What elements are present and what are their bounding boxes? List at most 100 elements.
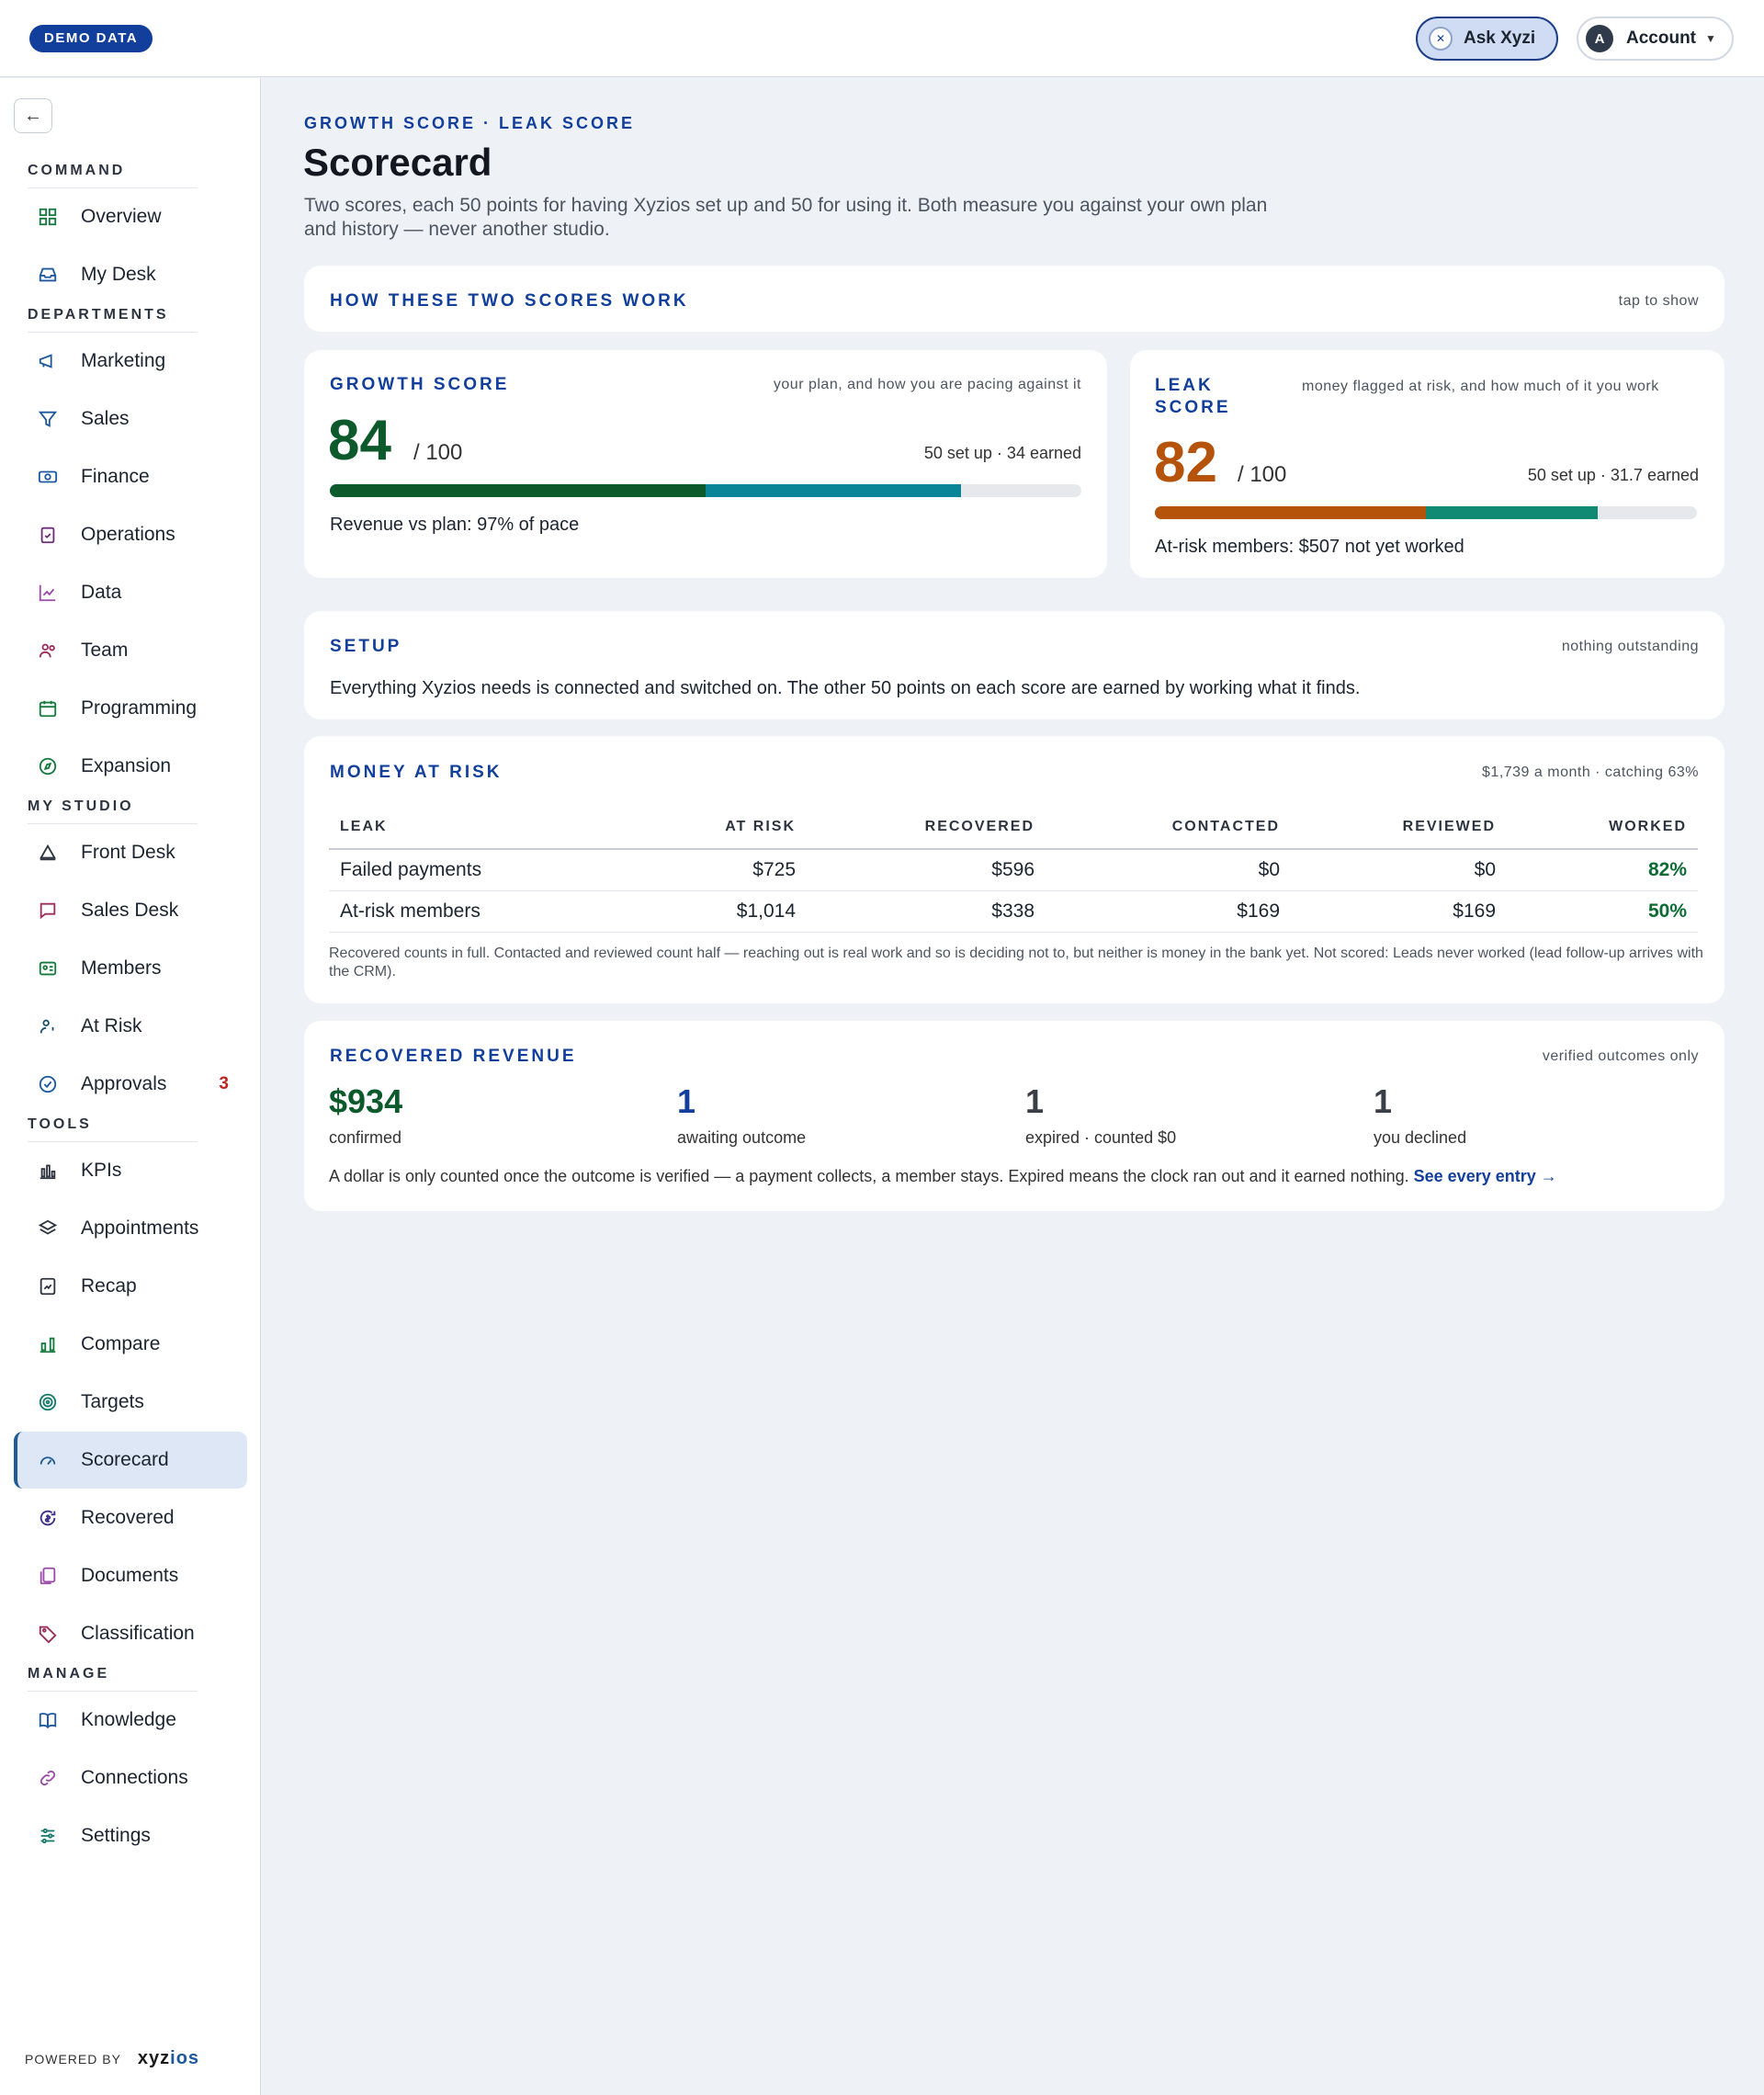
caret-down-icon: ▼ (1705, 32, 1716, 45)
sidebar-item-connections[interactable]: Connections (14, 1750, 247, 1806)
recovered-revenue-card: RECOVERED REVENUE verified outcomes only (304, 1021, 1724, 1211)
sidebar-item-overview[interactable]: Overview (14, 188, 247, 245)
column-header: RECOVERED (807, 805, 1046, 850)
layers-icon (37, 1217, 59, 1240)
leak-score-value: 82 (1154, 431, 1217, 494)
xyzios-logo: xyzios (137, 2048, 200, 2068)
id-card-icon (37, 957, 59, 980)
target-icon (37, 1391, 59, 1413)
leak-name-cell: At-risk members (329, 890, 641, 933)
sidebar-item-knowledge[interactable]: Knowledge (14, 1692, 247, 1749)
awaiting-label: awaiting outcome (677, 1128, 807, 1147)
recovered-revenue-note: verified outcomes only (1542, 1048, 1699, 1064)
growth-score-card: GROWTH SCORE your plan, and how you are … (304, 350, 1107, 578)
sidebar-item-label: KPIs (81, 1160, 122, 1181)
sidebar-item-scorecard[interactable]: Scorecard (14, 1432, 247, 1489)
sidebar-item-label: Members (81, 957, 162, 979)
sidebar-item-label: Overview (81, 206, 162, 227)
link-icon (37, 1767, 59, 1789)
sidebar-item-approvals[interactable]: Approvals 3 (14, 1056, 247, 1113)
account-menu-button[interactable]: A Account ▼ (1577, 17, 1734, 61)
sidebar-item-label: Documents (81, 1565, 179, 1586)
growth-score-max: / 100 (413, 440, 463, 465)
sidebar-item-team[interactable]: Team (14, 622, 247, 679)
page-subtitle: Two scores, each 50 points for having Xy… (304, 195, 1268, 240)
reviewed-cell: $0 (1291, 849, 1507, 891)
sidebar-item-label: My Desk (81, 264, 156, 285)
documents-icon (37, 1565, 59, 1587)
expired-label: expired · counted $0 (1025, 1128, 1177, 1147)
growth-earned-segment (706, 484, 962, 497)
sidebar-item-programming[interactable]: Programming (14, 680, 247, 737)
funnel-icon (37, 408, 59, 430)
sidebar-item-kpis[interactable]: KPIs (14, 1142, 247, 1199)
sidebar-item-sales[interactable]: Sales (14, 391, 247, 447)
column-header: CONTACTED (1046, 805, 1291, 850)
growth-score-note: your plan, and how you are pacing agains… (773, 377, 1081, 392)
leak-score-breakdown: 50 set up · 31.7 earned (1527, 466, 1699, 484)
sidebar-item-sales-desk[interactable]: Sales Desk (14, 882, 247, 939)
sidebar-item-compare[interactable]: Compare (14, 1316, 247, 1373)
bell-icon (37, 842, 59, 864)
leak-setup-segment (1155, 506, 1426, 519)
sidebar-item-targets[interactable]: Targets (14, 1374, 247, 1431)
sidebar-item-documents[interactable]: Documents (14, 1547, 247, 1604)
sidebar-item-label: Knowledge (81, 1709, 176, 1730)
sidebar: ← COMMAND Overview My Desk DEPARTMENTS Marke… (0, 78, 261, 2095)
arrow-left-icon: ← (24, 105, 42, 126)
collapse-sidebar-button[interactable]: ← (14, 98, 52, 133)
sidebar-item-recap[interactable]: Recap (14, 1258, 247, 1315)
worked-cell: 82% (1507, 849, 1698, 891)
sidebar-item-settings[interactable]: Settings (14, 1807, 247, 1864)
leak-score-card: LEAK SCORE money flagged at risk, and ho… (1130, 350, 1724, 578)
sidebar-item-operations[interactable]: Operations (14, 506, 247, 563)
sidebar-item-label: Compare (81, 1333, 161, 1354)
approvals-count-badge: 3 (219, 1074, 229, 1093)
tap-to-show-toggle[interactable]: tap to show (1618, 293, 1699, 309)
ask-xyzi-button[interactable]: ✕ Ask Xyzi (1416, 17, 1558, 61)
sidebar-item-expansion[interactable]: Expansion (14, 738, 247, 795)
money-at-risk-footnote: Recovered counts in full. Contacted and … (329, 946, 1703, 980)
column-header: LEAK (329, 805, 641, 850)
growth-score-bar (330, 484, 1081, 497)
sidebar-item-my-desk[interactable]: My Desk (14, 246, 247, 303)
contacted-cell: $169 (1046, 890, 1291, 933)
sidebar-item-finance[interactable]: Finance (14, 448, 247, 505)
sidebar-item-label: Recovered (81, 1507, 175, 1528)
see-every-entry-link[interactable]: See every entry → (1413, 1167, 1557, 1185)
worked-cell: 50% (1507, 890, 1698, 933)
sidebar-item-classification[interactable]: Classification (14, 1605, 247, 1662)
growth-score-breakdown: 50 set up · 34 earned (923, 444, 1081, 462)
tag-icon (37, 1623, 59, 1645)
dollar-refresh-icon (37, 1507, 59, 1529)
column-header: AT RISK (641, 805, 807, 850)
leak-score-detail: At-risk members: $507 not yet worked (1155, 537, 1464, 557)
leak-name-cell: Failed payments (329, 849, 641, 891)
nav-section-heading: COMMAND (28, 163, 198, 188)
sidebar-item-label: Sales Desk (81, 900, 179, 921)
nav-section-heading: MANAGE (28, 1666, 198, 1692)
how-scores-work-panel[interactable]: HOW THESE TWO SCORES WORK tap to show (304, 266, 1724, 332)
sidebar-item-label: Recap (81, 1275, 137, 1297)
reviewed-cell: $169 (1291, 890, 1507, 933)
sidebar-item-marketing[interactable]: Marketing (14, 333, 247, 390)
sidebar-item-recovered[interactable]: Recovered (14, 1489, 247, 1546)
line-chart-icon (37, 582, 59, 604)
sidebar-item-at-risk[interactable]: At Risk (14, 998, 247, 1055)
inbox-icon (37, 264, 59, 286)
declined-label: you declined (1374, 1128, 1467, 1147)
sidebar-item-appointments[interactable]: Appointments (14, 1200, 247, 1257)
calendar-icon (37, 697, 59, 719)
compass-icon (37, 755, 59, 777)
recovered-cell: $338 (807, 890, 1046, 933)
sidebar-item-label: Data (81, 582, 122, 603)
leak-earned-segment (1426, 506, 1599, 519)
confirmed-value: $934 (329, 1082, 403, 1120)
sidebar-item-label: Connections (81, 1767, 188, 1788)
sidebar-item-data[interactable]: Data (14, 564, 247, 621)
sidebar-item-label: At Risk (81, 1015, 142, 1036)
sidebar-item-front-desk[interactable]: Front Desk (14, 824, 247, 881)
ask-xyzi-label: Ask Xyzi (1464, 28, 1536, 48)
sidebar-item-members[interactable]: Members (14, 940, 247, 997)
sidebar-item-label: Programming (81, 697, 198, 719)
